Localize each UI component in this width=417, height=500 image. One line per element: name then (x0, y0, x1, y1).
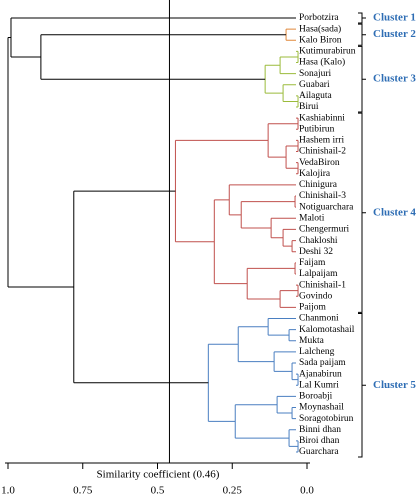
leaf-label: Birui (299, 102, 319, 112)
x-tick-label: 1.0 (1, 485, 15, 497)
cluster-label: Cluster 1 (373, 12, 416, 24)
dendrogram-link (207, 343, 239, 422)
leaf-label: Putibirun (299, 124, 335, 134)
dendrogram-link (237, 326, 275, 363)
cluster-label: Cluster 4 (373, 206, 416, 218)
leaf-label: Ajanabirun (299, 369, 342, 379)
dendrogram-link (276, 395, 296, 414)
leaf-label: Guarchara (299, 447, 339, 457)
leaf-label: Paijom (299, 303, 327, 313)
dendrogram-link (213, 199, 248, 285)
leaf-label: Sada paijam (299, 358, 346, 368)
dendrogram-link (228, 184, 296, 216)
leaf-label: Kashiabinni (299, 113, 345, 123)
leaf-label: Faijam (299, 258, 326, 268)
leaf-label: Chanmoni (299, 314, 339, 324)
dendrogram-link (267, 317, 296, 336)
leaf-label: Chinishail-3 (299, 191, 346, 201)
leaf-label: Govindo (299, 291, 333, 301)
dendrogram-link (279, 56, 299, 75)
dendrogram-link (73, 190, 209, 384)
dendrogram-link (234, 404, 290, 439)
dendrogram-link (246, 267, 296, 300)
leaf-label: Chakloshi (299, 236, 338, 246)
leaf-label: Boroabji (299, 392, 333, 402)
x-tick-label: 0.75 (73, 485, 93, 497)
cluster-label: Cluster 2 (373, 28, 416, 40)
leaf-label: Chengermuri (299, 225, 349, 235)
dendrogram-link (288, 329, 296, 342)
cluster-bracket (358, 312, 366, 458)
dendrogram-link (291, 406, 296, 420)
dendrogram-link (10, 17, 296, 58)
dendrogram-link (7, 36, 74, 288)
dendrogram-link (240, 201, 296, 229)
leaf-label: Hashem irri (299, 136, 344, 146)
leaf-label: Deshi 32 (299, 247, 333, 257)
dendrogram-link (285, 145, 299, 169)
dendrogram-link (291, 362, 299, 381)
leaf-label: Biroi dhan (299, 436, 340, 446)
leaf-label: Sonajuri (299, 69, 332, 79)
leaf-label: Kalojira (299, 169, 331, 179)
dendrogram-link (294, 195, 296, 208)
dendrogram-link (294, 262, 296, 275)
leaf-label: Lal Kumri (299, 380, 339, 390)
x-tick-label: 0.0 (300, 485, 314, 497)
leaf-label: Chinigura (299, 180, 338, 190)
x-tick-label: 0.5 (151, 485, 165, 497)
leaf-label: Soragotobirun (299, 414, 354, 424)
dendrogram-link (279, 290, 299, 308)
leaf-label: Lalcheng (299, 347, 335, 357)
dendrogram-link (273, 351, 296, 372)
leaf-label: Guabari (299, 80, 330, 90)
dendrogram-link (40, 34, 287, 80)
cluster-bracket (358, 45, 366, 113)
dendrogram-link (282, 228, 296, 247)
leaf-label: Kutimurabirun (299, 47, 356, 57)
leaf-label: Moynashail (299, 403, 344, 413)
leaf-label: Hasa (Kalo) (299, 57, 345, 68)
cluster-bracket (358, 112, 366, 313)
leaf-label: Notiguarchara (299, 202, 354, 212)
cluster-bracket (358, 12, 366, 24)
leaf-label: Kalo Biron (299, 35, 342, 45)
dendrogram-link (288, 429, 299, 447)
dendrogram-link (282, 84, 299, 102)
x-axis-label: Similarity coefficient (0.46) (97, 469, 220, 481)
leaf-label: Kalomotashail (299, 325, 355, 335)
cluster-bracket (358, 23, 366, 46)
leaf-label: Chinishail-1 (299, 280, 346, 290)
leaf-label: Ailaguta (299, 91, 332, 101)
cluster-label: Cluster 3 (373, 73, 416, 85)
dendrogram-link (285, 28, 296, 41)
dendrogram-link (267, 123, 299, 158)
leaf-label: Mukta (299, 336, 325, 346)
dendrogram-link (174, 139, 269, 243)
x-tick-label: 0.25 (223, 485, 243, 497)
leaf-label: VedaBiron (299, 158, 340, 168)
leaf-label: Maloti (299, 213, 325, 223)
leaf-label: Hasa(sada) (299, 23, 341, 34)
leaf-label: Lalpaijam (299, 269, 338, 279)
leaf-label: Chinishail-2 (299, 147, 346, 157)
leaf-label: Binni dhan (299, 425, 341, 435)
cluster-label: Cluster 5 (373, 379, 416, 391)
leaf-label: Porbotzira (299, 13, 339, 23)
dendrogram-link (291, 240, 296, 253)
